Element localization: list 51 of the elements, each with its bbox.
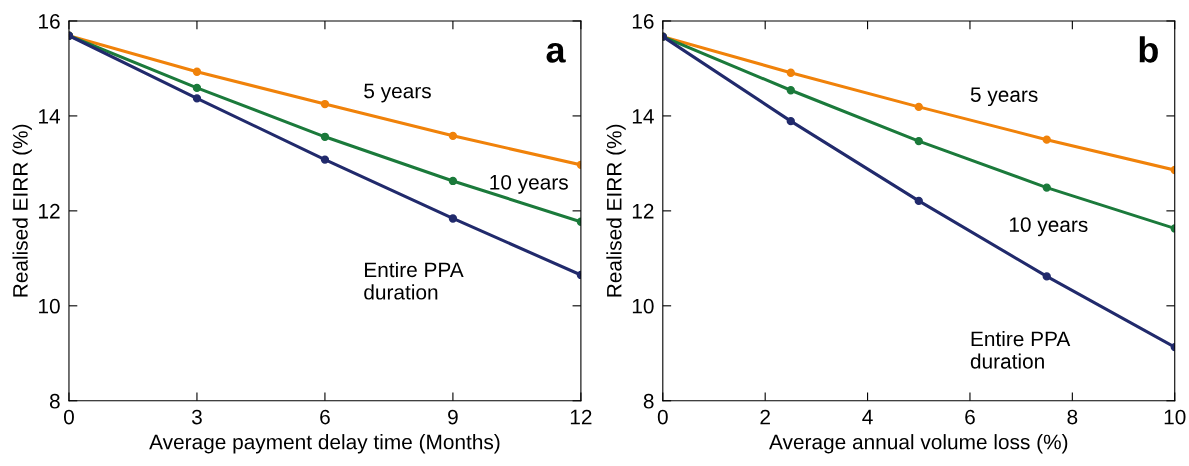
x-tick-label: 0 (63, 409, 74, 425)
y-axis-title: Realised EIRR (%) (12, 124, 32, 297)
series-label: 10 years (490, 174, 568, 194)
point (914, 196, 923, 206)
point (786, 68, 795, 77)
x-tick-label: 10 (1164, 409, 1186, 425)
y-tick-label: 16 (39, 13, 60, 29)
chart-title: b (1139, 36, 1158, 63)
point (448, 214, 458, 223)
point (320, 99, 330, 109)
chart-title: a (546, 42, 566, 63)
point (192, 83, 202, 93)
point (1042, 135, 1051, 144)
x-tick-label: 8 (1067, 409, 1078, 425)
series-label: 5 years (364, 83, 431, 103)
point (914, 102, 923, 112)
x-axis-title: Average annual volume loss (%) (769, 434, 1068, 454)
x-axis-title: Average payment delay time (Months) (149, 434, 500, 454)
point (320, 132, 330, 141)
x-tick-label: 4 (862, 409, 873, 425)
point (786, 116, 795, 126)
y-tick-label: 12 (39, 203, 60, 219)
y-axis-title: Realised EIRR (%) (606, 124, 626, 297)
point (448, 176, 458, 186)
point (192, 94, 202, 103)
point (320, 155, 330, 164)
series-label: Entire PPA duration (364, 261, 464, 300)
y-tick-label: 8 (643, 393, 654, 409)
series-label: Entire PPA duration (970, 330, 1071, 369)
point (1042, 183, 1051, 192)
point (448, 131, 458, 141)
y-tick-label: 14 (39, 109, 61, 124)
y-tick-label: 12 (632, 203, 654, 219)
y-tick-label: 8 (49, 393, 60, 409)
point (1042, 272, 1051, 281)
x-tick-label: 3 (191, 409, 202, 425)
y-tick-label: 10 (39, 298, 60, 314)
x-tick-label: 6 (320, 409, 330, 425)
point (786, 86, 795, 95)
point (914, 136, 923, 146)
x-tick-label: 12 (570, 409, 592, 425)
series-label: 5 years (970, 87, 1038, 107)
x-tick-label: 2 (760, 409, 770, 425)
x-tick-label: 0 (657, 409, 668, 425)
y-tick-label: 16 (632, 13, 654, 29)
point (192, 67, 202, 76)
series-label: 10 years (1009, 217, 1088, 237)
y-tick-label: 14 (632, 109, 654, 124)
x-tick-label: 9 (448, 409, 458, 425)
y-tick-label: 10 (632, 298, 654, 314)
x-tick-label: 6 (965, 409, 975, 425)
